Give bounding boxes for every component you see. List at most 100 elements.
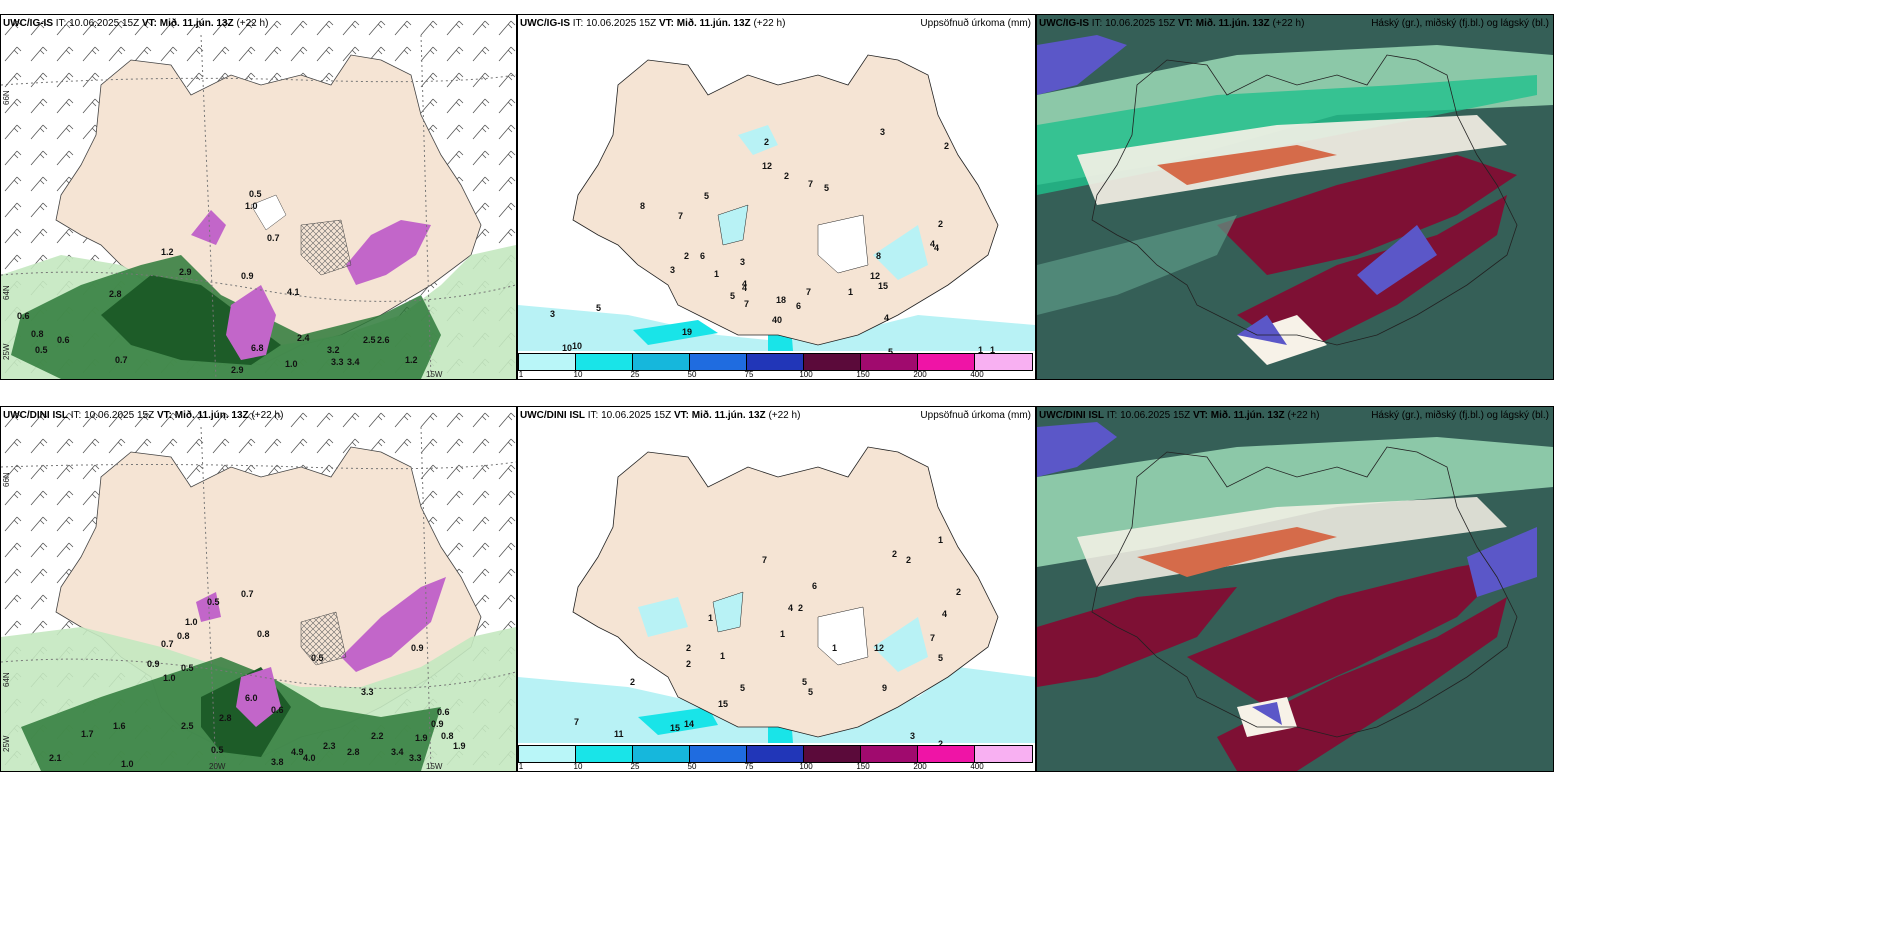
- colorbar-tick: 150: [856, 762, 870, 771]
- cloud-map: [1037, 15, 1553, 379]
- map-value: 5: [824, 183, 830, 193]
- iceland-outline: [1091, 446, 1518, 738]
- map-value: 2: [938, 219, 944, 229]
- map-value: 1.0: [285, 359, 298, 369]
- map-value: 2.9: [179, 267, 192, 277]
- map-value: 4: [934, 243, 940, 253]
- map-value: 0.6: [271, 705, 284, 715]
- map-value: 1.7: [81, 729, 94, 739]
- map-value: 3.2: [327, 345, 340, 355]
- map-value: 1.0: [245, 201, 258, 211]
- lat-label: 66N: [2, 90, 11, 105]
- map-value: 1: [848, 287, 854, 297]
- precip-colorbar: [518, 745, 1033, 763]
- map-value: 2: [956, 587, 962, 597]
- map-value: 0.5: [207, 597, 220, 607]
- map-value: 3.3: [409, 753, 422, 763]
- panel-cloud-dini: UWC/DINI ISL IT: 10.06.2025 15Z VT: Mið.…: [1036, 406, 1554, 772]
- colorbar-swatch: [917, 353, 974, 371]
- map-value: 8: [876, 251, 882, 261]
- colorbar-tick: 10: [573, 370, 583, 379]
- panel-cloud-igis: UWC/IG-IS IT: 10.06.2025 15Z VT: Mið. 11…: [1036, 14, 1554, 380]
- map-value: 5: [730, 291, 736, 301]
- map-value: 7: [806, 287, 812, 297]
- panel-wind-igis: UWC/IG-IS IT: 10.06.2025 15Z VT: Mið. 11…: [0, 14, 517, 380]
- colorbar-tick: 1: [518, 762, 524, 771]
- map-value: 5: [740, 683, 746, 693]
- colorbar-swatch: [974, 745, 1033, 763]
- lat-label: 64N: [2, 672, 11, 687]
- map-value: 2.5: [363, 335, 376, 345]
- map-value: 0.9: [431, 719, 444, 729]
- map-value: 11: [614, 729, 624, 739]
- map-value: 2.8: [219, 713, 232, 723]
- map-value: 12: [762, 161, 773, 171]
- colorbar-swatch: [632, 353, 689, 371]
- map-value: 3.3: [361, 687, 374, 697]
- map-value: 2.3: [323, 741, 336, 751]
- map-value: 1.9: [415, 733, 428, 743]
- map-value: 3.3: [331, 357, 344, 367]
- map-value: 10: [562, 343, 573, 353]
- map-value: 3: [740, 257, 746, 267]
- map-value: 0.7: [267, 233, 280, 243]
- colorbar-swatch: [746, 353, 803, 371]
- map-value: 2: [938, 739, 944, 749]
- map-value: 7: [808, 179, 814, 189]
- precip-map: [518, 446, 1035, 743]
- panel-header: UWC/DINI ISL IT: 10.06.2025 15Z VT: Mið.…: [3, 410, 284, 421]
- colorbar-tick: 200: [913, 762, 927, 771]
- colorbar-tick: 75: [744, 370, 754, 379]
- map-value: 4.0: [303, 753, 316, 763]
- map-value: 6: [812, 581, 818, 591]
- map-value: 0.5: [311, 653, 324, 663]
- precip-title: Uppsöfnuð úrkoma (mm): [920, 18, 1031, 29]
- map-value: 15: [878, 281, 889, 291]
- map-value: 3: [550, 309, 556, 319]
- colorbar-tick: 1: [518, 370, 524, 379]
- panel-header: UWC/IG-IS IT: 10.06.2025 15Z VT: Mið. 11…: [3, 18, 269, 29]
- map-value: 1: [714, 269, 720, 279]
- map-value: 3.4: [347, 357, 360, 367]
- colorbar-tick: 10: [573, 762, 583, 771]
- cloud-title: Háský (gr.), miðský (fj.bl.) og lágský (…: [1371, 18, 1549, 29]
- map-value: 4: [742, 279, 748, 289]
- map-value: 7: [762, 555, 768, 565]
- map-value: 5: [704, 191, 710, 201]
- map-value: 1.2: [405, 355, 418, 365]
- panel-header: UWC/IG-IS IT: 10.06.2025 15Z VT: Mið. 11…: [520, 18, 786, 29]
- panel-header: UWC/DINI ISL IT: 10.06.2025 15Z VT: Mið.…: [520, 410, 801, 421]
- map-value: 5: [938, 653, 944, 663]
- map-value: 0.6: [57, 335, 70, 345]
- map-value: 2: [764, 137, 770, 147]
- precip-colorbar: [518, 353, 1033, 371]
- map-value: 0.7: [241, 589, 254, 599]
- map-value: 0.5: [211, 745, 224, 755]
- map-value: 0.7: [115, 355, 128, 365]
- map-value: 2: [686, 643, 692, 653]
- colorbar-swatch: [803, 353, 860, 371]
- map-value: 1: [832, 643, 838, 653]
- map-value: 19: [682, 327, 693, 337]
- map-value: 2.8: [109, 289, 122, 299]
- colorbar-tick: 50: [687, 370, 697, 379]
- map-value: 18: [776, 295, 787, 305]
- lon-label: 20W: [209, 762, 226, 771]
- panel-wind-dini: UWC/DINI ISL IT: 10.06.2025 15Z VT: Mið.…: [0, 406, 517, 772]
- map-value: 2.6: [377, 335, 390, 345]
- map-value: 3: [670, 265, 676, 275]
- map-value: 2: [784, 171, 790, 181]
- colorbar-tick: 100: [799, 370, 813, 379]
- colorbar-tick: 200: [913, 370, 927, 379]
- map-value: 1: [990, 345, 996, 355]
- map-value: 4: [788, 603, 794, 613]
- lat-label: 66N: [2, 472, 11, 487]
- map-value: 1.0: [185, 617, 198, 627]
- precip-map: [518, 54, 1035, 351]
- map-value: 2: [684, 251, 690, 261]
- map-value: 4: [884, 313, 890, 323]
- map-value: 14: [684, 719, 695, 729]
- colorbar-swatch: [689, 353, 746, 371]
- colorbar-ticks: 1 10 25 50 75 100 150 200 400: [518, 370, 1035, 379]
- lat-label: 64N: [2, 285, 11, 300]
